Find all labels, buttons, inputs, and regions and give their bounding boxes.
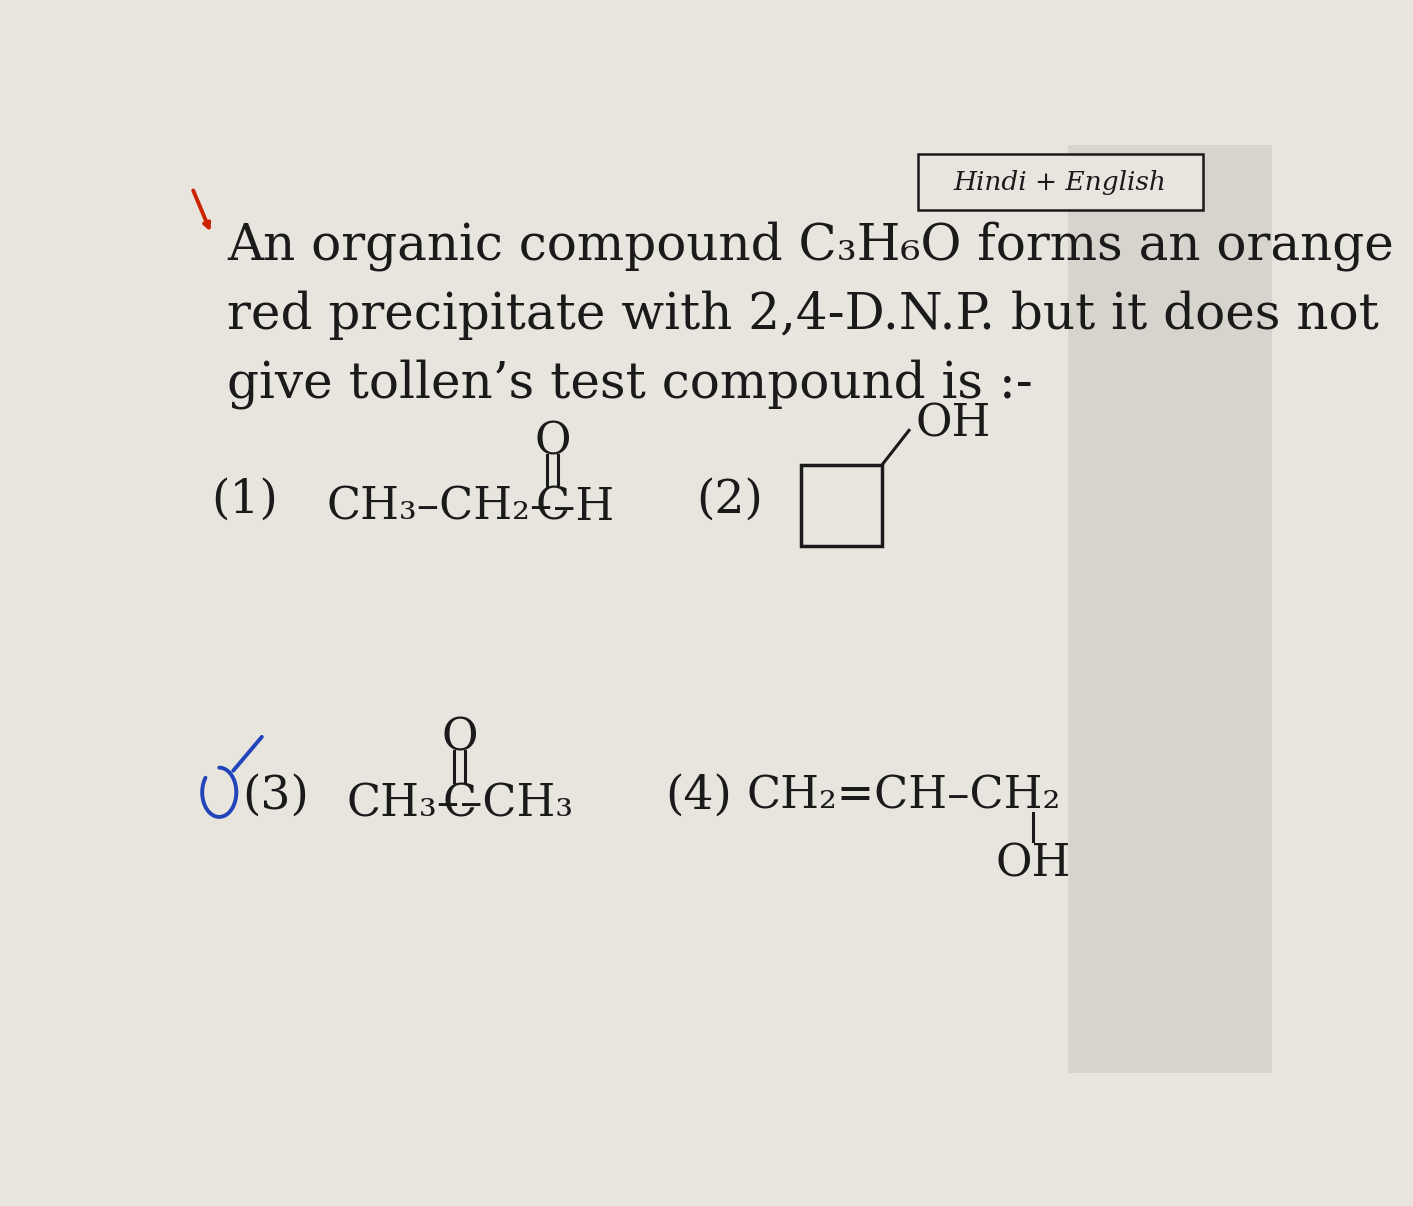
Text: OH: OH — [995, 842, 1071, 885]
Text: CH₃–: CH₃– — [346, 783, 459, 825]
Text: (1): (1) — [212, 478, 278, 522]
Text: C: C — [442, 783, 476, 825]
Text: C: C — [536, 486, 569, 529]
Text: O: O — [441, 716, 478, 760]
Text: (3): (3) — [243, 773, 309, 819]
Bar — [1068, 145, 1272, 1073]
Text: red precipitate with 2,4-D.N.P. but it does not: red precipitate with 2,4-D.N.P. but it d… — [227, 291, 1379, 340]
Text: CH₃–CH₂–: CH₃–CH₂– — [326, 486, 552, 529]
Text: –CH₃: –CH₃ — [461, 783, 574, 825]
Text: O: O — [534, 421, 571, 463]
Text: Hindi + English: Hindi + English — [954, 170, 1167, 194]
FancyBboxPatch shape — [917, 154, 1202, 210]
Text: give tollen’s test compound is :-: give tollen’s test compound is :- — [227, 359, 1033, 409]
Text: OH: OH — [916, 403, 991, 446]
Text: (4): (4) — [666, 773, 732, 819]
Text: –H: –H — [554, 486, 615, 529]
Text: CH₂=CH–CH₂: CH₂=CH–CH₂ — [746, 774, 1061, 818]
Text: An organic compound C₃H₆O forms an orange: An organic compound C₃H₆O forms an orang… — [227, 221, 1393, 270]
Text: (2): (2) — [695, 478, 763, 522]
Bar — [801, 466, 882, 546]
